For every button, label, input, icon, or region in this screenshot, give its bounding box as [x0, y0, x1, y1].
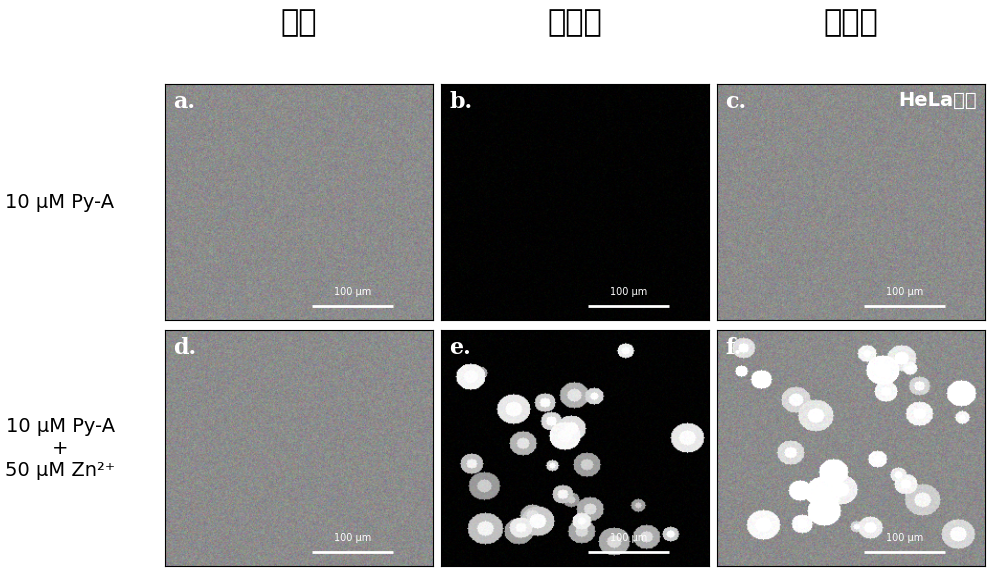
- Text: b.: b.: [449, 91, 472, 113]
- Text: 100 μm: 100 μm: [610, 533, 647, 543]
- Text: 10 μM Py-A: 10 μM Py-A: [5, 192, 114, 212]
- Text: 荧光场: 荧光场: [548, 9, 602, 38]
- Text: 100 μm: 100 μm: [610, 287, 647, 297]
- Text: a.: a.: [173, 91, 195, 113]
- Text: HeLa细胞: HeLa细胞: [898, 91, 977, 110]
- Text: 100 μm: 100 μm: [886, 533, 923, 543]
- Text: 10 μM Py-A
+
50 μM Zn²⁺: 10 μM Py-A + 50 μM Zn²⁺: [5, 417, 115, 480]
- Text: 明场: 明场: [281, 9, 317, 38]
- Text: c.: c.: [725, 91, 746, 113]
- Text: d.: d.: [173, 337, 196, 359]
- Text: 100 μm: 100 μm: [886, 287, 923, 297]
- Text: f.: f.: [725, 337, 741, 359]
- Text: 叠加场: 叠加场: [824, 9, 878, 38]
- Text: e.: e.: [449, 337, 471, 359]
- Text: 100 μm: 100 μm: [334, 287, 371, 297]
- Text: 100 μm: 100 μm: [334, 533, 371, 543]
